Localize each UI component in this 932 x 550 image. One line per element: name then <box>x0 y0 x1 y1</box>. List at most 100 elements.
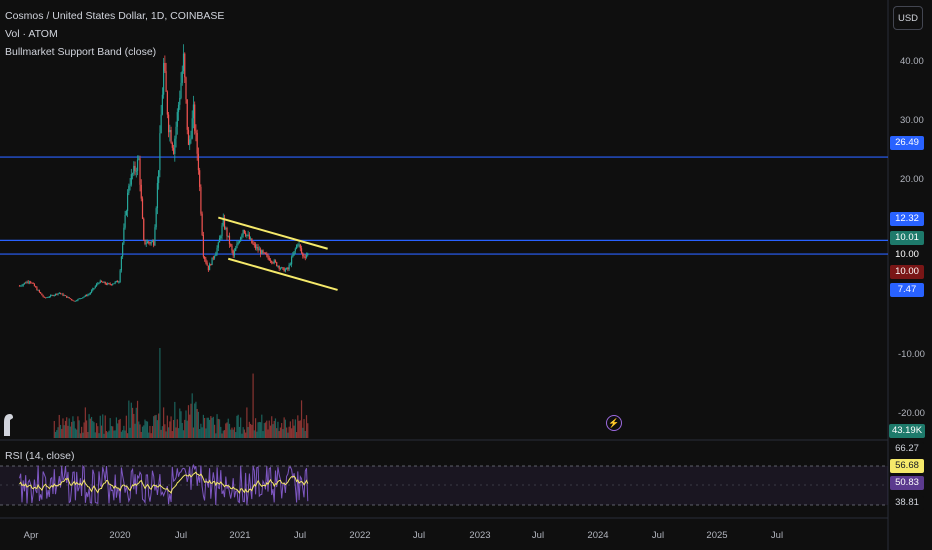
volume-bar <box>175 427 177 438</box>
candle-body <box>97 283 99 285</box>
volume-bar <box>194 403 196 438</box>
rsi-label-ma: 56.68 <box>890 459 924 473</box>
volume-bar <box>57 427 59 438</box>
volume-bar <box>274 418 277 438</box>
candle-body <box>177 104 180 113</box>
volume-bar <box>247 427 249 438</box>
volume-bar <box>273 420 275 438</box>
volume-bar <box>140 431 142 438</box>
candle-body <box>149 242 151 244</box>
tradingview-logo-icon[interactable] <box>2 410 16 438</box>
candle-body <box>168 114 170 133</box>
candle-body <box>242 230 244 235</box>
candle-body <box>294 248 296 251</box>
candle-body <box>218 238 221 243</box>
volume-bar <box>264 422 267 438</box>
candle-body <box>146 241 149 244</box>
currency-button[interactable]: USD <box>893 6 923 30</box>
candle-body <box>303 256 305 257</box>
volume-bar <box>197 411 200 438</box>
candle-body <box>286 267 288 270</box>
volume-bar <box>76 429 78 438</box>
candle-body <box>25 282 27 284</box>
volume-bar <box>293 425 295 438</box>
candle-body <box>250 238 252 240</box>
volume-bar <box>117 423 119 438</box>
candle-body <box>204 256 206 259</box>
rsi-legend[interactable]: RSI (14, close) <box>5 450 75 462</box>
volume-bar <box>165 431 167 438</box>
candle-body <box>140 184 142 199</box>
candle-body <box>84 295 86 297</box>
candle-body <box>304 256 306 258</box>
candle-body <box>237 242 239 244</box>
time-label: Apr <box>23 530 39 541</box>
candle-body <box>82 297 84 299</box>
volume-bar <box>125 415 127 438</box>
candle-body <box>217 242 219 248</box>
candle-body <box>240 237 242 242</box>
candle-body <box>191 118 193 139</box>
candle-body <box>159 133 161 171</box>
volume-bar <box>246 407 248 438</box>
candle-body <box>206 262 208 266</box>
symbol-legend[interactable]: Cosmos / United States Dollar, 1D, COINB… <box>5 10 225 22</box>
volume-bar <box>68 418 70 438</box>
time-label: 2024 <box>587 530 609 541</box>
candle-body <box>99 280 101 283</box>
candle-body <box>209 264 211 271</box>
candle-body <box>238 241 241 243</box>
candle-body <box>172 147 175 154</box>
volume-bar <box>97 426 99 438</box>
candle-body <box>79 298 81 300</box>
candle-body <box>261 250 263 255</box>
time-label: 2020 <box>109 530 131 541</box>
candle-body <box>98 282 100 284</box>
indicator-legend[interactable]: Bullmarket Support Band (close) <box>5 46 157 58</box>
volume-bar <box>240 417 242 438</box>
candle-body <box>112 284 114 285</box>
candle-body <box>200 186 202 214</box>
volume-bar <box>81 426 83 438</box>
volume-bar <box>261 414 263 438</box>
candle-body <box>199 170 201 187</box>
candle-body <box>129 184 131 187</box>
candle-body <box>272 262 274 264</box>
candle-body <box>305 255 308 258</box>
volume-bar <box>105 431 108 438</box>
candle-body <box>287 267 289 270</box>
candle-body <box>257 247 259 251</box>
candle-body <box>284 269 286 272</box>
volume-bar <box>110 426 113 438</box>
volume-bar <box>150 433 152 438</box>
candle-body <box>117 280 119 283</box>
volume-bar <box>205 428 207 438</box>
volume-bar <box>242 427 244 438</box>
candle-body <box>105 283 108 285</box>
volume-bar <box>172 420 175 438</box>
candle-body <box>180 82 182 98</box>
candle-body <box>30 281 32 283</box>
volume-bar <box>176 419 178 438</box>
volume-bar <box>145 421 147 438</box>
candle-body <box>165 71 167 92</box>
candle-body <box>61 293 63 295</box>
volume-bar <box>61 428 63 438</box>
volume-bar <box>69 426 72 438</box>
candle-body <box>236 243 238 248</box>
volume-legend[interactable]: Vol · ATOM <box>5 28 58 40</box>
price-label-10-00: 10.00 <box>890 248 924 262</box>
candle-body <box>95 284 98 287</box>
volume-bar <box>221 433 223 438</box>
lightning-icon[interactable]: ⚡ <box>606 415 622 431</box>
volume-bar <box>93 422 95 438</box>
volume-bar <box>146 421 149 438</box>
candle-body <box>27 281 29 283</box>
candle-body <box>283 268 285 272</box>
candle-body <box>43 296 45 298</box>
volume-bar <box>108 430 110 438</box>
volume-bar <box>230 429 232 438</box>
volume-bar <box>100 425 103 438</box>
candle-body <box>124 215 126 228</box>
